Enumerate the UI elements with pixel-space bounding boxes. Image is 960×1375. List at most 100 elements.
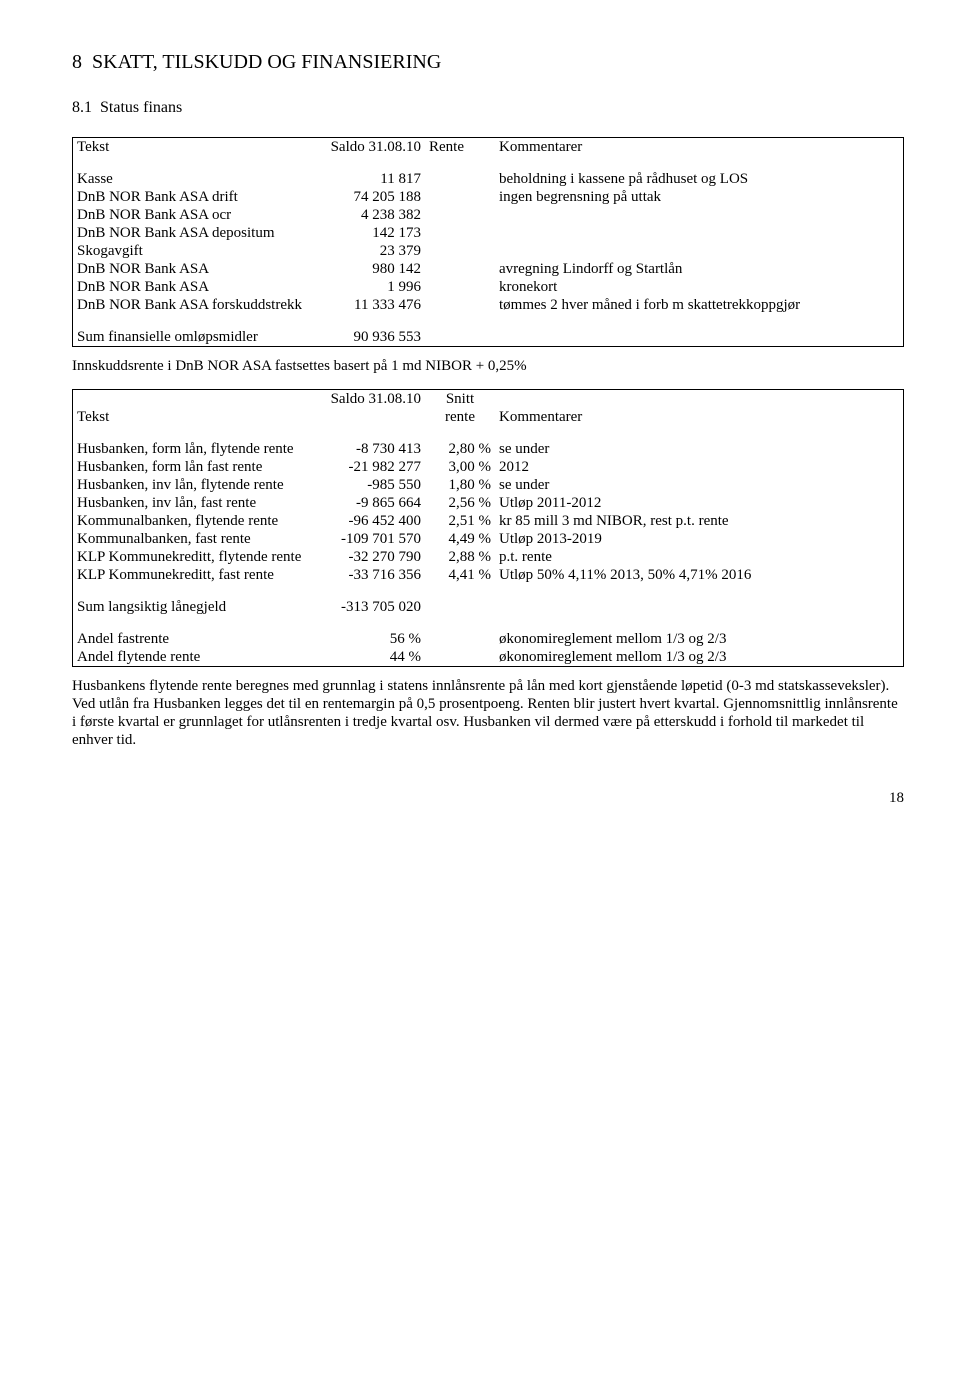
cell-tekst: DnB NOR Bank ASA ocr: [73, 206, 318, 224]
col-header-saldo: Saldo 31.08.10: [317, 390, 425, 427]
sum-value: -313 705 020: [317, 598, 425, 616]
finance-debt-table: Tekst Saldo 31.08.10 Snitt rente Komment…: [72, 389, 904, 667]
cell-saldo: -8 730 413: [317, 440, 425, 458]
cell-tekst: DnB NOR Bank ASA depositum: [73, 224, 318, 242]
cell-tekst: Husbanken, form lån, flytende rente: [73, 440, 318, 458]
sum-label: Sum langsiktig lånegjeld: [73, 598, 318, 616]
andel-row: Andel flytende rente 44 % økonomiregleme…: [73, 648, 904, 667]
cell-komm: [495, 224, 904, 242]
table-row: Husbanken, inv lån, flytende rente -985 …: [73, 476, 904, 494]
spacer-row: [73, 616, 904, 630]
table-row: DnB NOR Bank ASA 1 996 kronekort: [73, 278, 904, 296]
cell-rente: [425, 206, 495, 224]
cell-komm: kr 85 mill 3 md NIBOR, rest p.t. rente: [495, 512, 904, 530]
cell-saldo: 74 205 188: [317, 188, 425, 206]
andel-value: 44 %: [317, 648, 425, 667]
col-header-kommentarer: Kommentarer: [495, 390, 904, 427]
cell-rente: 1,80 %: [425, 476, 495, 494]
table-row: DnB NOR Bank ASA drift 74 205 188 ingen …: [73, 188, 904, 206]
cell-komm: p.t. rente: [495, 548, 904, 566]
col-header-kommentarer: Kommentarer: [495, 138, 904, 157]
cell-tekst: DnB NOR Bank ASA drift: [73, 188, 318, 206]
cell-rente: [425, 242, 495, 260]
cell-saldo: 23 379: [317, 242, 425, 260]
table-header-row: Tekst Saldo 31.08.10 Snitt rente Komment…: [73, 390, 904, 427]
cell-rente: 2,88 %: [425, 548, 495, 566]
table-row: Husbanken, inv lån, fast rente -9 865 66…: [73, 494, 904, 512]
cell-saldo: -32 270 790: [317, 548, 425, 566]
chapter-number: 8: [72, 51, 82, 73]
cell-tekst: DnB NOR Bank ASA: [73, 278, 318, 296]
cell-komm: tømmes 2 hver måned i forb m skattetrekk…: [495, 296, 904, 314]
sum-row: Sum finansielle omløpsmidler 90 936 553: [73, 328, 904, 347]
cell-rente: 3,00 %: [425, 458, 495, 476]
andel-value: 56 %: [317, 630, 425, 648]
cell-komm: se under: [495, 440, 904, 458]
cell-komm: Utløp 2013-2019: [495, 530, 904, 548]
section-heading: 8.1 Status finans: [72, 98, 904, 117]
col-header-rente: Rente: [425, 138, 495, 157]
andel-komm: økonomireglement mellom 1/3 og 2/3: [495, 648, 904, 667]
cell-rente: 4,49 %: [425, 530, 495, 548]
sum-row: Sum langsiktig lånegjeld -313 705 020: [73, 598, 904, 616]
cell-komm: beholdning i kassene på rådhuset og LOS: [495, 170, 904, 188]
cell-rente: [425, 260, 495, 278]
andel-row: Andel fastrente 56 % økonomireglement me…: [73, 630, 904, 648]
table-row: Husbanken, form lån, flytende rente -8 7…: [73, 440, 904, 458]
cell-komm: [495, 206, 904, 224]
cell-tekst: Husbanken, inv lån, flytende rente: [73, 476, 318, 494]
cell-tekst: DnB NOR Bank ASA: [73, 260, 318, 278]
table-row: KLP Kommunekreditt, flytende rente -32 2…: [73, 548, 904, 566]
cell-rente: 2,51 %: [425, 512, 495, 530]
cell-komm: Utløp 2011-2012: [495, 494, 904, 512]
sum-value: 90 936 553: [317, 328, 425, 347]
cell-saldo: 142 173: [317, 224, 425, 242]
cell-rente: 4,41 %: [425, 566, 495, 584]
cell-saldo: 1 996: [317, 278, 425, 296]
andel-label: Andel fastrente: [73, 630, 318, 648]
andel-label: Andel flytende rente: [73, 648, 318, 667]
cell-komm: se under: [495, 476, 904, 494]
cell-komm: [495, 242, 904, 260]
cell-tekst: Skogavgift: [73, 242, 318, 260]
cell-rente: [425, 170, 495, 188]
cell-tekst: KLP Kommunekreditt, flytende rente: [73, 548, 318, 566]
table-header-row: Tekst Saldo 31.08.10 Rente Kommentarer: [73, 138, 904, 157]
cell-saldo: 980 142: [317, 260, 425, 278]
cell-saldo: -985 550: [317, 476, 425, 494]
col-header-tekst: Tekst: [73, 390, 318, 427]
chapter-title: SKATT, TILSKUDD OG FINANSIERING: [92, 51, 441, 73]
cell-tekst: KLP Kommunekreditt, fast rente: [73, 566, 318, 584]
cell-saldo: -96 452 400: [317, 512, 425, 530]
finance-assets-table: Tekst Saldo 31.08.10 Rente Kommentarer K…: [72, 137, 904, 347]
cell-tekst: Kasse: [73, 170, 318, 188]
table-row: DnB NOR Bank ASA ocr 4 238 382: [73, 206, 904, 224]
table-row: Kasse 11 817 beholdning i kassene på råd…: [73, 170, 904, 188]
table-row: Husbanken, form lån fast rente -21 982 2…: [73, 458, 904, 476]
col-header-rente: Snitt rente: [425, 390, 495, 427]
section-title: Status finans: [100, 99, 182, 116]
cell-komm: kronekort: [495, 278, 904, 296]
cell-rente: [425, 188, 495, 206]
explanation-paragraph: Husbankens flytende rente beregnes med g…: [72, 677, 902, 749]
table-row: DnB NOR Bank ASA 980 142 avregning Lindo…: [73, 260, 904, 278]
cell-komm: ingen begrensning på uttak: [495, 188, 904, 206]
interest-note: Innskuddsrente i DnB NOR ASA fastsettes …: [72, 357, 904, 375]
cell-rente: [425, 296, 495, 314]
cell-rente: 2,56 %: [425, 494, 495, 512]
table-row: Kommunalbanken, fast rente -109 701 570 …: [73, 530, 904, 548]
cell-saldo: 11 333 476: [317, 296, 425, 314]
spacer-row: [73, 426, 904, 440]
cell-tekst: Husbanken, form lån fast rente: [73, 458, 318, 476]
cell-komm: Utløp 50% 4,11% 2013, 50% 4,71% 2016: [495, 566, 904, 584]
col-header-tekst: Tekst: [73, 138, 318, 157]
cell-saldo: -9 865 664: [317, 494, 425, 512]
andel-komm: økonomireglement mellom 1/3 og 2/3: [495, 630, 904, 648]
table-row: DnB NOR Bank ASA forskuddstrekk 11 333 4…: [73, 296, 904, 314]
spacer-row: [73, 584, 904, 598]
col-header-saldo: Saldo 31.08.10: [317, 138, 425, 157]
chapter-heading: 8 SKATT, TILSKUDD OG FINANSIERING: [72, 50, 904, 74]
cell-rente: 2,80 %: [425, 440, 495, 458]
cell-saldo: -33 716 356: [317, 566, 425, 584]
spacer-row: [73, 314, 904, 328]
